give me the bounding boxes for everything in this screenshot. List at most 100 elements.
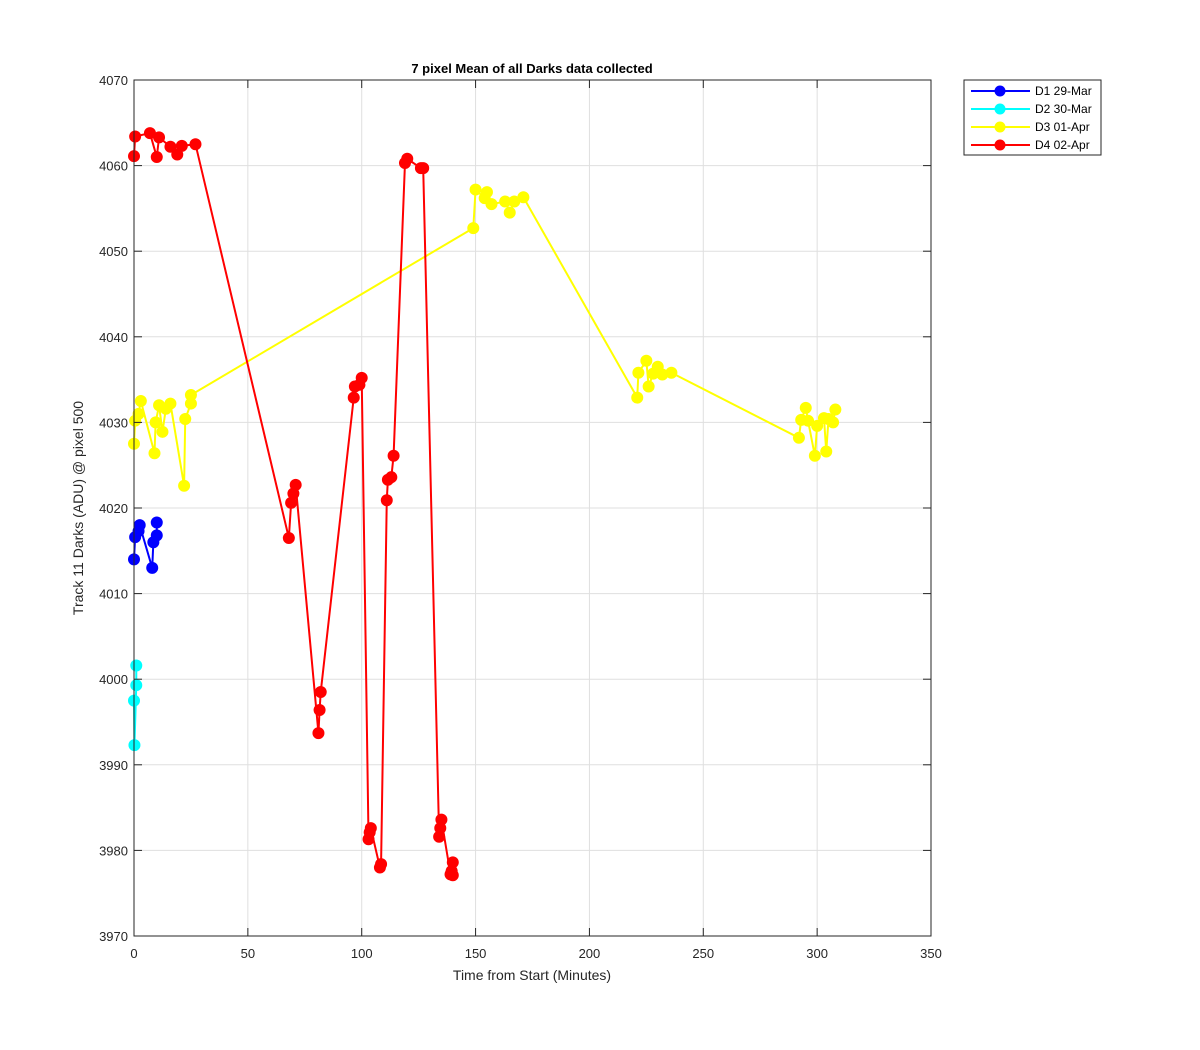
data-point [642, 380, 655, 393]
data-point [820, 445, 833, 458]
data-point [827, 416, 840, 429]
legend-marker [994, 139, 1006, 151]
data-point [150, 516, 163, 529]
data-point [640, 354, 653, 367]
data-point [811, 419, 824, 432]
series-layer [128, 127, 842, 882]
x-tick-label: 150 [465, 946, 487, 961]
y-tick-label: 3970 [99, 929, 128, 944]
y-tick-label: 3990 [99, 758, 128, 773]
series-line [133, 188, 837, 487]
data-point [189, 138, 202, 151]
y-tick-label: 4070 [99, 73, 128, 88]
data-point [133, 519, 146, 532]
y-tick-label: 4020 [99, 501, 128, 516]
data-point [808, 449, 821, 462]
data-point [178, 479, 191, 492]
legend: D1 29-Mar D2 30-Mar D3 01-Apr D4 02-Apr [963, 79, 1102, 156]
data-point [347, 391, 360, 404]
y-tick-label: 3980 [99, 843, 128, 858]
data-point [132, 407, 145, 420]
legend-entry: D4 02-Apr [971, 138, 1090, 152]
legend-entry: D3 01-Apr [971, 120, 1090, 134]
y-tick-label: 4040 [99, 330, 128, 345]
x-axis-label: Time from Start (Minutes) [453, 967, 611, 983]
data-point [164, 397, 177, 410]
y-tick-label: 4050 [99, 244, 128, 259]
data-point [387, 449, 400, 462]
data-point [129, 130, 142, 143]
legend-label: D4 02-Apr [1035, 138, 1090, 152]
data-point [802, 414, 815, 427]
data-point [503, 206, 516, 219]
x-tick-label: 250 [692, 946, 714, 961]
data-point [312, 727, 325, 740]
y-tick-label: 4000 [99, 672, 128, 687]
data-point [467, 222, 480, 235]
data-point [380, 494, 393, 507]
x-tick-label: 50 [241, 946, 255, 961]
data-point [364, 822, 377, 835]
data-point [313, 704, 326, 717]
data-point [517, 191, 530, 204]
legend-marker [994, 103, 1006, 115]
series-3 [128, 183, 842, 492]
data-point [130, 659, 143, 672]
series-4 [128, 127, 459, 882]
data-point [385, 471, 398, 484]
x-tick-label: 350 [920, 946, 942, 961]
y-tick-label: 4060 [99, 159, 128, 174]
data-point [150, 151, 163, 164]
legend-label: D2 30-Mar [1035, 102, 1092, 116]
data-point [134, 395, 147, 407]
y-axis-label: Track 11 Darks (ADU) @ pixel 500 [70, 401, 86, 615]
series-2 [128, 659, 143, 752]
data-point [130, 679, 143, 692]
data-point [375, 858, 388, 871]
data-point [282, 531, 295, 544]
ticks: 0 50 100 150 200 250 300 350 3970 3980 3990 4000 401… [99, 73, 942, 961]
data-point [469, 183, 482, 196]
data-point [632, 366, 645, 379]
data-point [355, 371, 368, 384]
data-point [150, 529, 163, 542]
x-tick-label: 200 [579, 946, 601, 961]
x-tick-label: 0 [130, 946, 137, 961]
data-point [289, 478, 302, 491]
chart-title: 7 pixel Mean of all Darks data collected [411, 61, 652, 76]
data-point [631, 391, 644, 404]
legend-label: D3 01-Apr [1035, 120, 1090, 134]
y-tick-label: 4030 [99, 415, 128, 430]
legend-label: D1 29-Mar [1035, 84, 1092, 98]
legend-entry: D1 29-Mar [971, 84, 1092, 98]
y-tick-label: 4010 [99, 587, 128, 602]
x-tick-label: 100 [351, 946, 373, 961]
x-tick-label: 300 [806, 946, 828, 961]
data-point [792, 431, 805, 444]
data-point [446, 856, 459, 869]
data-point [314, 686, 327, 699]
data-point [829, 403, 842, 416]
data-point [417, 162, 430, 175]
data-point [148, 447, 161, 460]
data-point [146, 561, 159, 574]
legend-entry: D2 30-Mar [971, 102, 1092, 116]
data-point [184, 389, 197, 402]
legend-marker [994, 121, 1006, 133]
data-point [175, 139, 188, 152]
grid [133, 79, 932, 937]
data-point [435, 813, 448, 826]
data-point [485, 198, 498, 211]
data-point [153, 131, 166, 144]
legend-box [963, 79, 1102, 156]
data-point [446, 869, 459, 882]
data-point [179, 412, 192, 425]
legend-marker [994, 85, 1006, 97]
data-point [799, 401, 812, 414]
data-point [156, 425, 169, 438]
data-point [401, 152, 414, 165]
data-point [665, 366, 678, 379]
data-point [149, 416, 162, 429]
data-point [480, 186, 493, 199]
